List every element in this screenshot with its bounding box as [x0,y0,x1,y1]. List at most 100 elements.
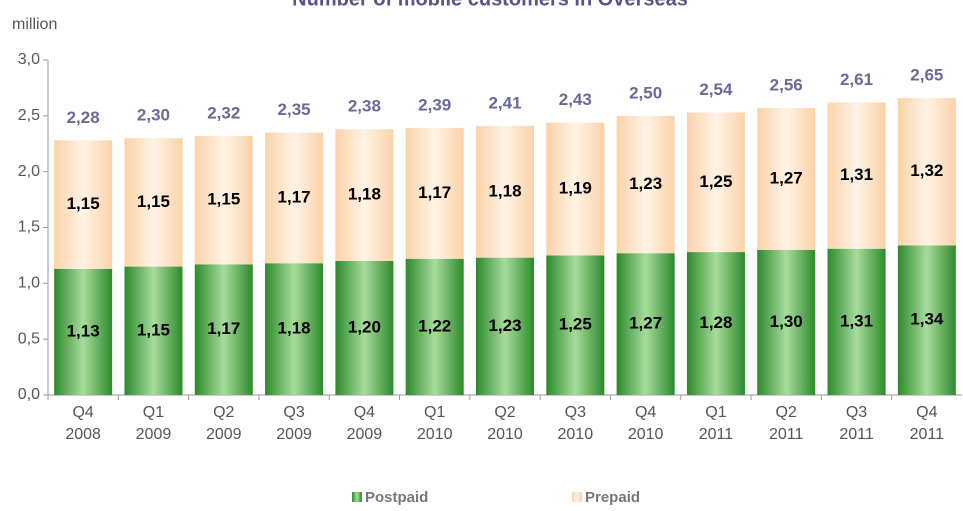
x-tick-label: 2010 [558,426,594,443]
x-tick-label: Q3 [283,404,304,421]
bar-value-label: 1,23 [629,174,662,193]
bar-segment [827,102,886,249]
total-label: 2,38 [348,97,381,116]
x-tick-label: Q1 [424,404,445,421]
bar-segment [616,253,675,395]
bar-segment [476,125,534,258]
y-tick-label: 2,5 [18,107,40,124]
total-label: 2,43 [559,90,592,109]
x-tick-label: 2011 [699,426,734,443]
x-tick-label: 2009 [136,426,172,443]
bar-value-label: 1,27 [629,314,662,333]
bar-segment [897,97,956,246]
x-tick-label: 2009 [206,426,242,443]
x-tick-label: Q4 [916,404,937,421]
x-tick-label: Q4 [72,404,93,421]
total-label: 2,39 [418,96,451,115]
y-tick-label: 0,0 [18,386,40,403]
bar-segment [546,122,605,256]
bar-value-label: 1,23 [488,316,521,335]
y-tick-label: 2,0 [18,163,40,180]
bar-segment [265,263,324,395]
total-label: 2,50 [629,83,662,102]
legend-swatch [352,492,362,502]
bar-value-label: 1,17 [418,183,451,202]
bar-segment [405,258,464,395]
bar-segment [757,108,816,250]
y-tick-label: 1,5 [18,219,40,236]
bar-segment [124,266,183,395]
bar-value-label: 1,28 [699,313,732,332]
bar-segment [335,261,394,395]
x-tick-label: 2010 [417,426,453,443]
total-label: 2,32 [207,103,240,122]
total-label: 2,30 [137,106,170,125]
total-label: 2,28 [67,108,100,127]
bar-value-label: 1,17 [278,187,311,206]
y-tick-label: 3,0 [18,51,40,68]
bar-value-label: 1,31 [840,165,873,184]
bar-segment [405,128,464,259]
bar-segment [265,132,324,264]
total-label: 2,56 [770,76,803,95]
legend-swatch [572,492,582,502]
bar-segment [124,138,183,267]
x-tick-label: 2011 [839,426,874,443]
bar-segment [476,257,534,395]
total-label: 2,41 [488,93,521,112]
x-tick-label: 2011 [769,426,804,443]
bar-value-label: 1,22 [418,316,451,335]
x-tick-label: 2009 [276,426,312,443]
y-axis-label: million [12,16,57,33]
legend-label: Prepaid [585,489,640,506]
bar-value-label: 1,18 [348,185,381,204]
bar-value-label: 1,15 [137,192,170,211]
bar-value-label: 1,15 [67,194,100,213]
bar-value-label: 1,17 [207,319,240,338]
total-label: 2,61 [840,70,873,89]
x-tick-label: Q3 [846,404,867,421]
bar-value-label: 1,18 [278,319,311,338]
bar-value-label: 1,13 [67,321,100,340]
x-tick-label: Q2 [494,404,515,421]
total-label: 2,65 [910,65,943,84]
bar-segment [335,129,394,261]
x-tick-label: Q3 [565,404,586,421]
bar-segment [897,245,956,395]
chart-title: Number of mobile customers in Overseas [292,0,688,10]
bar-value-label: 1,15 [137,320,170,339]
bar-value-label: 1,15 [207,190,240,209]
x-tick-label: 2010 [487,426,523,443]
x-tick-label: Q2 [776,404,797,421]
x-tick-label: Q1 [705,404,726,421]
total-label: 2,35 [278,100,311,119]
legend-label: Postpaid [365,489,428,506]
x-tick-label: 2008 [65,426,101,443]
x-tick-label: 2009 [347,426,383,443]
bar-segment [686,252,745,395]
total-label: 2,54 [699,80,733,99]
bar-value-label: 1,18 [488,181,521,200]
bar-value-label: 1,34 [910,310,944,329]
bar-value-label: 1,25 [699,172,732,191]
bar-segment [194,135,253,265]
bar-segment [827,248,886,395]
bar-segment [54,140,113,269]
bar-value-label: 1,31 [840,311,873,330]
bar-value-label: 1,19 [559,178,592,197]
x-tick-label: Q4 [635,404,656,421]
bar-value-label: 1,27 [770,168,803,187]
bar-segment [54,268,113,395]
x-tick-label: Q2 [213,404,234,421]
bar-value-label: 1,30 [770,312,803,331]
x-tick-label: Q1 [143,404,164,421]
bar-value-label: 1,20 [348,317,381,336]
bar-segment [616,115,675,254]
y-tick-label: 0,5 [18,330,40,347]
x-tick-label: 2011 [910,426,945,443]
bar-segment [686,112,745,253]
bar-segment [194,264,253,395]
x-tick-label: 2010 [628,426,664,443]
bar-value-label: 1,32 [910,161,943,180]
